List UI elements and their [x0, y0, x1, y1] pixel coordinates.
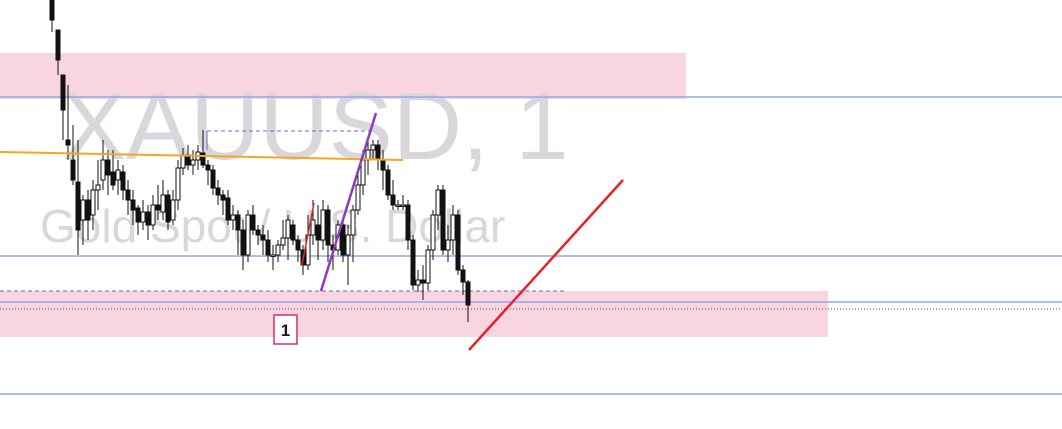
candles-layer — [49, 0, 471, 322]
candle-body — [145, 211, 151, 226]
zones-layer — [0, 53, 828, 337]
candle-body — [400, 204, 406, 207]
candle-body — [150, 204, 156, 226]
candle-body — [100, 159, 106, 181]
candle-body — [235, 214, 241, 231]
candle-body — [275, 244, 281, 256]
candle-body — [430, 214, 436, 251]
watermark-description: Gold Spot / U.S. Dollar — [40, 200, 505, 252]
candle-body — [320, 209, 326, 241]
swing-line-up[interactable] — [319, 112, 378, 292]
candle-body — [49, 0, 55, 21]
candle-body — [130, 199, 136, 211]
candle-body — [215, 187, 221, 196]
candle-body — [55, 29, 61, 61]
candle-body — [390, 194, 396, 206]
candle-body — [465, 281, 471, 306]
candle-body — [155, 204, 161, 211]
candle-body — [110, 171, 116, 186]
candle-body — [370, 144, 376, 151]
candle-body — [375, 144, 381, 161]
candle-body — [225, 197, 231, 221]
candle-body — [250, 214, 256, 231]
candle-body — [200, 152, 206, 166]
candle-body — [210, 169, 216, 189]
candle-body — [255, 229, 261, 236]
candle-body — [90, 189, 96, 216]
candle-body — [440, 189, 446, 251]
candle-body — [190, 159, 196, 166]
candle-body — [125, 189, 131, 201]
supply-zone-upper[interactable] — [0, 53, 686, 99]
candle-body — [180, 154, 186, 169]
candle-body — [380, 159, 386, 171]
candle-body — [160, 194, 166, 213]
candle-body — [290, 224, 296, 241]
candle-body — [310, 219, 316, 236]
candle-body — [270, 254, 276, 257]
candle-body — [95, 184, 101, 191]
horizontal-levels — [0, 96, 1062, 395]
candle-body — [260, 234, 266, 241]
candle-body — [105, 159, 111, 176]
moving-average-line[interactable] — [0, 151, 404, 161]
candle-body — [350, 209, 356, 236]
candle-body — [60, 74, 66, 111]
label-1-box — [273, 314, 298, 345]
candle-body — [325, 209, 331, 246]
candle-body — [245, 214, 251, 256]
candle-body — [455, 214, 461, 271]
candle-body — [355, 184, 361, 211]
candle-body — [240, 229, 246, 256]
candle-body — [70, 159, 76, 181]
candle-body — [165, 194, 171, 223]
label-1-text: 1 — [281, 321, 290, 340]
candle-body — [75, 181, 81, 231]
candle-body — [420, 279, 426, 284]
candle-body — [120, 171, 126, 191]
candle-body — [395, 204, 401, 207]
candle-body — [80, 199, 86, 221]
candle-body — [135, 207, 141, 223]
candle-body — [175, 167, 181, 201]
candle-body — [425, 249, 431, 284]
candle-body — [295, 239, 301, 251]
label-1[interactable]: 1 — [273, 314, 298, 345]
candle-body — [450, 214, 456, 241]
candle-body — [460, 269, 466, 283]
candle-body — [230, 214, 236, 221]
candle-body — [85, 199, 91, 221]
candle-body — [140, 211, 146, 223]
candle-body — [115, 169, 121, 181]
small-red-line[interactable] — [301, 202, 315, 266]
candle-body — [280, 237, 286, 246]
watermark-symbol: XAUUSD, 1 — [62, 73, 569, 180]
trend-line-red[interactable] — [468, 179, 624, 351]
candle-body — [170, 199, 176, 221]
demand-zone-lower[interactable] — [0, 291, 828, 337]
candle-body — [220, 194, 226, 201]
candle-body — [405, 204, 411, 241]
candle-body — [340, 224, 346, 256]
candle-body — [65, 139, 71, 146]
candle-body — [205, 164, 211, 171]
candle-body — [285, 219, 291, 239]
candle-body — [410, 239, 416, 286]
candle-body — [415, 279, 421, 286]
candle-body — [345, 234, 351, 256]
candle-body — [385, 169, 391, 196]
candle-body — [445, 239, 451, 251]
drawings-layer — [0, 112, 624, 351]
candle-body — [265, 239, 271, 256]
candle-body — [435, 189, 441, 216]
symbol-watermark: XAUUSD, 1 Gold Spot / U.S. Dollar — [40, 73, 569, 252]
candle-body — [315, 224, 321, 241]
